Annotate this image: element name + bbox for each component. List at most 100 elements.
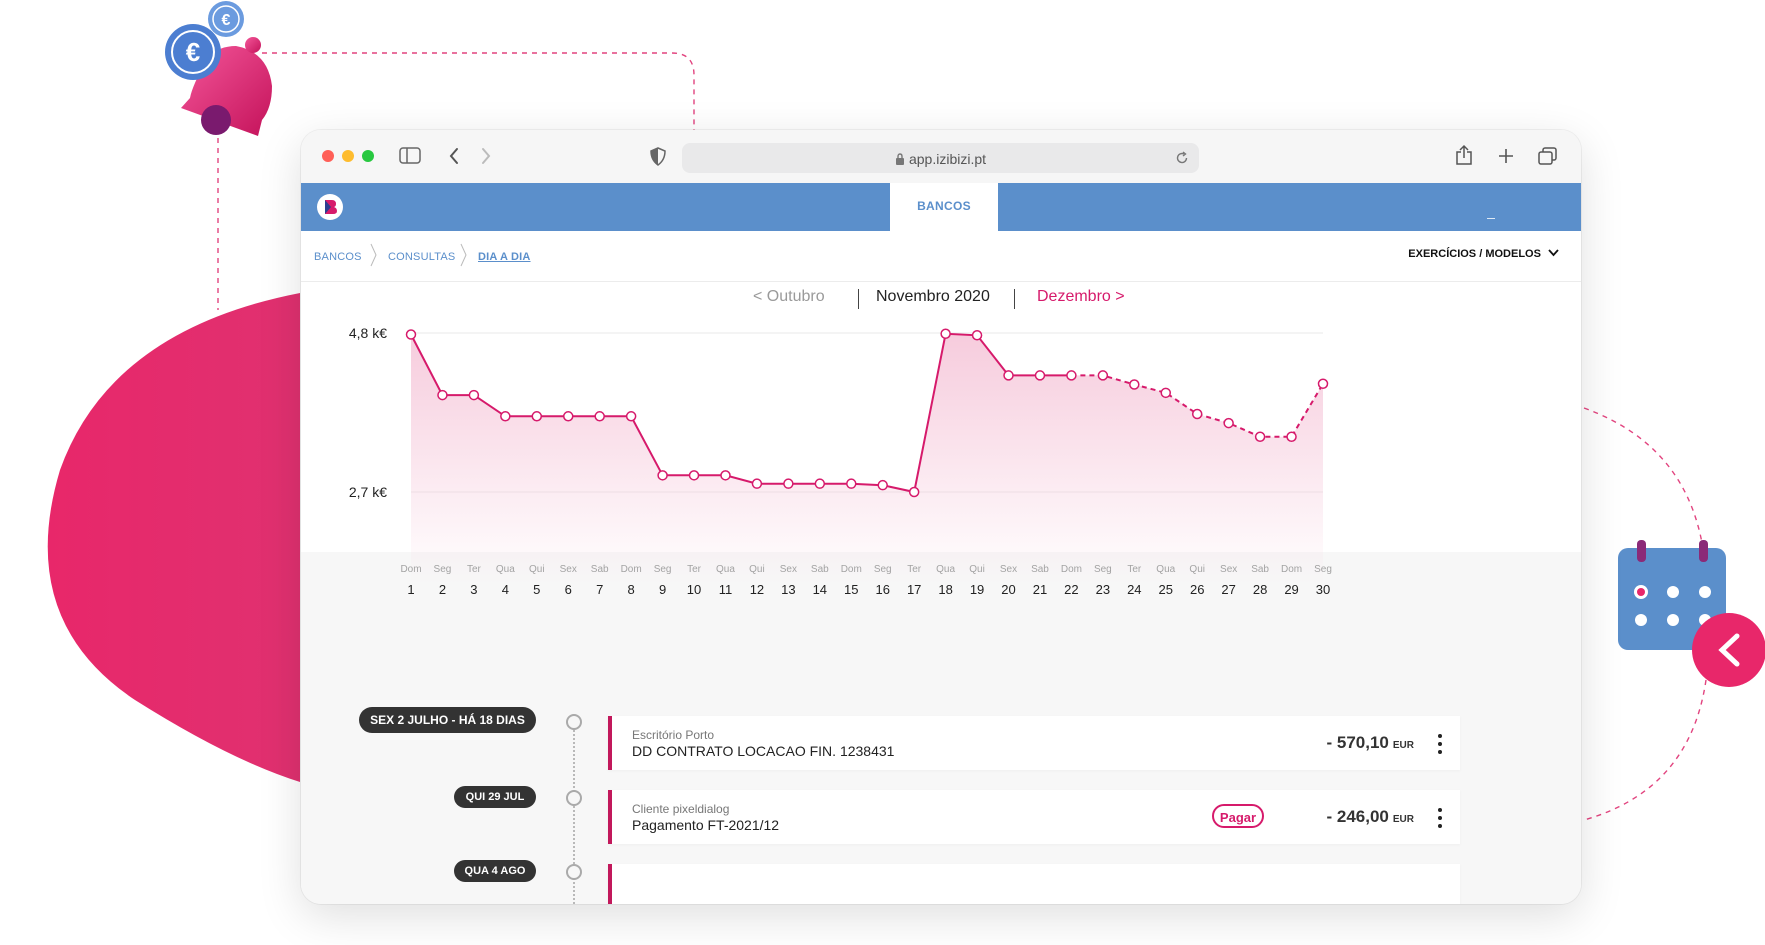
data-point[interactable] [971, 330, 983, 341]
data-point[interactable] [1129, 379, 1140, 390]
pink-blob-shape [47, 293, 301, 782]
balance-line [410, 332, 1072, 494]
izibizi-logo[interactable] [317, 194, 343, 220]
x-weekday-label: Seg [1314, 564, 1332, 575]
data-point[interactable] [877, 479, 888, 491]
x-weekday-label: Dom [1061, 564, 1082, 575]
currency-label: EUR [1392, 814, 1414, 825]
x-weekday-label: Sex [560, 564, 577, 575]
breadcrumb-separator-icon [460, 243, 467, 267]
share-icon[interactable] [1455, 144, 1473, 166]
x-day-label: 18 [938, 582, 952, 597]
x-day-label: 13 [781, 582, 795, 597]
transaction-description: Pagamento FT-2021/12 [632, 817, 780, 833]
transaction-card[interactable] [608, 864, 1460, 904]
timeline-line [573, 726, 575, 904]
more-options-icon[interactable] [1438, 734, 1442, 754]
data-point[interactable] [468, 389, 480, 401]
tab-bancos[interactable]: BANCOS [890, 183, 998, 231]
data-point[interactable] [846, 478, 857, 489]
transaction-card[interactable]: Escritório Porto DD CONTRATO LOCACAO FIN… [608, 716, 1460, 770]
new-tab-icon[interactable] [1498, 148, 1514, 164]
data-point[interactable] [688, 470, 700, 481]
exercises-models-menu[interactable]: EXERCÍCIOS / MODELOS [1408, 248, 1559, 260]
data-point[interactable] [1160, 387, 1172, 399]
data-point[interactable] [908, 486, 920, 498]
date-label: QUI 29 JUL [454, 786, 536, 808]
x-day-label: 7 [596, 582, 603, 597]
data-point[interactable] [625, 411, 637, 422]
data-point[interactable] [594, 411, 605, 422]
divider [1014, 289, 1015, 309]
x-weekday-label: Ter [687, 564, 702, 575]
data-point[interactable] [1034, 370, 1046, 381]
transactions-timeline: SEX 2 JULHO - HÁ 18 DIAS QUI 29 JUL QUA … [301, 680, 1581, 904]
euro-coin-icon: € [165, 24, 221, 80]
data-point[interactable] [405, 329, 417, 340]
data-point[interactable] [751, 478, 763, 489]
data-point[interactable] [1097, 370, 1109, 381]
privacy-shield-icon[interactable] [650, 147, 666, 166]
data-point[interactable] [437, 389, 448, 401]
next-month-link[interactable]: Dezembro > [1037, 288, 1125, 305]
minimize-window-button[interactable] [342, 150, 354, 162]
data-point[interactable] [1286, 431, 1297, 442]
breadcrumb-dia-a-dia[interactable]: DIA A DIA [478, 251, 531, 263]
breadcrumb-bancos[interactable]: BANCOS [314, 251, 362, 263]
data-point[interactable] [940, 328, 951, 340]
data-point[interactable] [720, 470, 731, 481]
transaction-card[interactable]: Cliente pixeldialog Pagamento FT-2021/12… [608, 790, 1460, 844]
euro-coin-icon: € [208, 1, 244, 37]
pay-button[interactable]: Pagar [1212, 804, 1264, 828]
data-point[interactable] [657, 470, 668, 481]
maximize-window-button[interactable] [362, 150, 374, 162]
data-point[interactable] [500, 411, 511, 422]
timeline-node [566, 790, 582, 806]
timeline-node [566, 714, 582, 730]
x-day-label: 26 [1190, 582, 1204, 597]
data-point[interactable] [562, 411, 574, 422]
x-day-label: 3 [470, 582, 477, 597]
date-label: QUA 4 AGO [454, 860, 536, 882]
y-tick-label: 4,8 k€ [349, 325, 387, 341]
tab-overview-icon[interactable] [1538, 147, 1557, 165]
x-weekday-label: Dom [621, 564, 642, 575]
back-arrow-icon[interactable] [448, 147, 460, 165]
x-day-label: 1 [407, 582, 414, 597]
y-tick-label: 2,7 k€ [349, 484, 387, 500]
more-options-icon[interactable] [1438, 808, 1442, 828]
forward-arrow-icon[interactable] [480, 147, 492, 165]
x-weekday-label: Sab [1031, 564, 1049, 575]
x-weekday-label: Qua [1156, 564, 1175, 575]
data-point[interactable] [1191, 408, 1203, 420]
x-day-label: 27 [1221, 582, 1235, 597]
x-weekday-label: Sab [591, 564, 609, 575]
data-point[interactable] [1223, 417, 1234, 429]
svg-text:€: € [222, 12, 231, 29]
data-point[interactable] [1066, 370, 1077, 381]
x-weekday-label: Qua [936, 564, 955, 575]
timeline-node [566, 864, 582, 880]
breadcrumb-consultas[interactable]: CONSULTAS [388, 251, 456, 263]
transaction-amount: - 570,10 EUR [1326, 733, 1414, 753]
reload-icon[interactable] [1175, 151, 1189, 165]
x-weekday-label: Seg [1094, 564, 1112, 575]
data-point[interactable] [531, 411, 543, 422]
x-day-label: 22 [1064, 582, 1078, 597]
svg-text:€: € [186, 37, 200, 67]
x-day-label: 24 [1127, 582, 1141, 597]
address-bar[interactable]: app.izibizi.pt [682, 143, 1199, 173]
previous-month-link[interactable]: < Outubro [753, 288, 825, 305]
data-point[interactable] [1254, 431, 1266, 442]
x-weekday-label: Sex [1000, 564, 1017, 575]
data-point[interactable] [1317, 378, 1329, 389]
currency-label: EUR [1392, 740, 1414, 751]
sidebar-toggle-icon[interactable] [399, 147, 421, 164]
data-point[interactable] [783, 478, 794, 489]
close-window-button[interactable] [322, 150, 334, 162]
x-day-label: 14 [813, 582, 827, 597]
data-point[interactable] [814, 478, 826, 489]
x-weekday-label: Ter [467, 564, 482, 575]
app-navigation-bar: BANCOS [301, 183, 1581, 231]
data-point[interactable] [1003, 370, 1014, 381]
